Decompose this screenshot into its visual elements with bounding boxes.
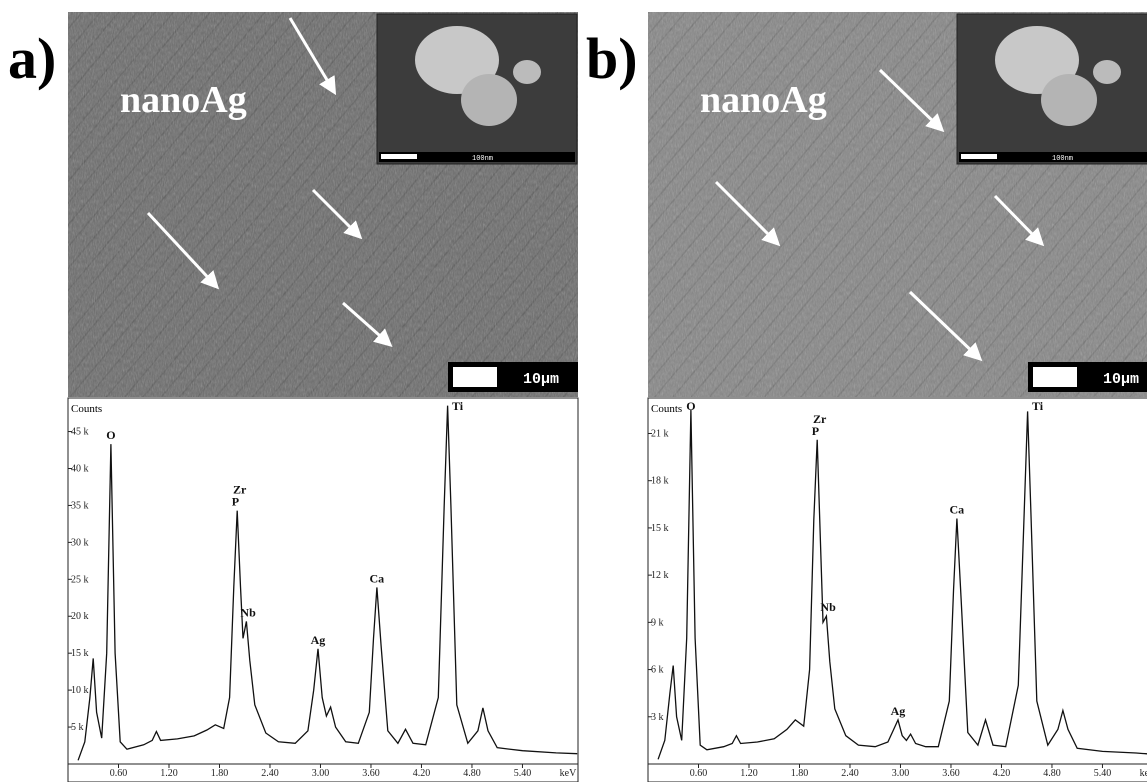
y-tick-label: 15 k <box>71 648 89 659</box>
x-tick-label: 2.40 <box>261 768 279 779</box>
arrow <box>908 290 983 362</box>
x-axis-label: keV <box>560 768 577 779</box>
x-tick-label: 5.40 <box>514 768 532 779</box>
peak-label: Ti <box>452 399 464 413</box>
y-tick-label: 20 k <box>71 611 89 622</box>
peak-label: Ca <box>370 571 385 585</box>
y-tick-label: 30 k <box>71 537 89 548</box>
peak-label: Zr <box>233 483 247 497</box>
x-tick-label: 1.20 <box>160 768 178 779</box>
x-tick-label: 3.00 <box>892 768 910 779</box>
peak-label: Ag <box>891 704 906 718</box>
x-tick-label: 3.60 <box>942 768 960 779</box>
y-tick-label: 9 k <box>651 617 664 628</box>
arrow <box>714 180 781 247</box>
inset-scale-bar <box>961 154 997 159</box>
y-tick-label: 40 k <box>71 463 89 474</box>
x-tick-label: 0.60 <box>690 768 708 779</box>
y-tick-label: 3 k <box>651 712 664 723</box>
y-tick-label: 25 k <box>71 574 89 585</box>
x-axis-label: keV <box>1140 768 1147 779</box>
y-axis-label: Counts <box>651 403 682 415</box>
arrow <box>993 194 1045 247</box>
y-axis-label: Counts <box>71 403 102 415</box>
peak-label: O <box>686 399 695 413</box>
y-tick-label: 18 k <box>651 476 669 487</box>
arrow <box>288 17 337 96</box>
spectrum-line <box>657 409 1147 760</box>
x-tick-label: 1.80 <box>791 768 809 779</box>
y-tick-label: 12 k <box>651 570 669 581</box>
y-tick-label: 5 k <box>71 722 84 733</box>
particle <box>461 74 517 126</box>
y-tick-label: 15 k <box>651 523 669 534</box>
inset-scale-strip <box>379 152 575 162</box>
particle <box>1093 60 1121 84</box>
peak-label: Ca <box>950 502 965 516</box>
particle <box>513 60 541 84</box>
panel-label: b) <box>586 26 638 91</box>
spectrum-frame <box>67 397 579 782</box>
y-tick-label: 6 k <box>651 665 664 676</box>
x-tick-label: 4.80 <box>463 768 481 779</box>
x-tick-label: 5.40 <box>1094 768 1112 779</box>
inset-scale-label: 100nm <box>1052 155 1073 163</box>
x-tick-label: 1.20 <box>740 768 758 779</box>
y-tick-label: 45 k <box>71 427 89 438</box>
y-tick-label: 35 k <box>71 500 89 511</box>
peak-label: Ag <box>311 633 326 647</box>
peak-label: P <box>232 495 239 509</box>
peak-label: Ti <box>1032 399 1044 413</box>
x-tick-label: 3.60 <box>362 768 380 779</box>
scale-label: 10µm <box>523 371 559 388</box>
arrow <box>146 211 220 290</box>
x-tick-label: 4.20 <box>413 768 431 779</box>
peak-label: Nb <box>820 600 836 614</box>
scale-label: 10µm <box>1103 371 1139 388</box>
inset-scale-bar <box>381 154 417 159</box>
arrow <box>878 68 945 133</box>
x-tick-label: 2.40 <box>841 768 859 779</box>
x-tick-label: 4.20 <box>993 768 1011 779</box>
inset-scale-strip <box>959 152 1147 162</box>
scale-bar <box>453 367 497 387</box>
y-tick-label: 21 k <box>651 428 669 439</box>
image-label: nanoAg <box>700 79 827 121</box>
x-tick-label: 4.80 <box>1043 768 1061 779</box>
scale-bar <box>1033 367 1077 387</box>
x-tick-label: 0.60 <box>110 768 128 779</box>
peak-label: Nb <box>240 605 256 619</box>
y-tick-label: 10 k <box>71 685 89 696</box>
arrow <box>311 188 363 240</box>
x-tick-label: 1.80 <box>211 768 229 779</box>
panel-label: a) <box>8 26 56 91</box>
spectrum-line <box>77 405 578 761</box>
x-tick-label: 3.00 <box>312 768 330 779</box>
peak-label: O <box>106 428 115 442</box>
inset-scale-label: 100nm <box>472 155 493 163</box>
peak-label: P <box>812 424 819 438</box>
particle <box>1041 74 1097 126</box>
image-label: nanoAg <box>120 79 247 121</box>
spectrum-frame <box>647 397 1147 782</box>
arrow <box>342 301 393 347</box>
peak-label: Zr <box>813 412 827 426</box>
